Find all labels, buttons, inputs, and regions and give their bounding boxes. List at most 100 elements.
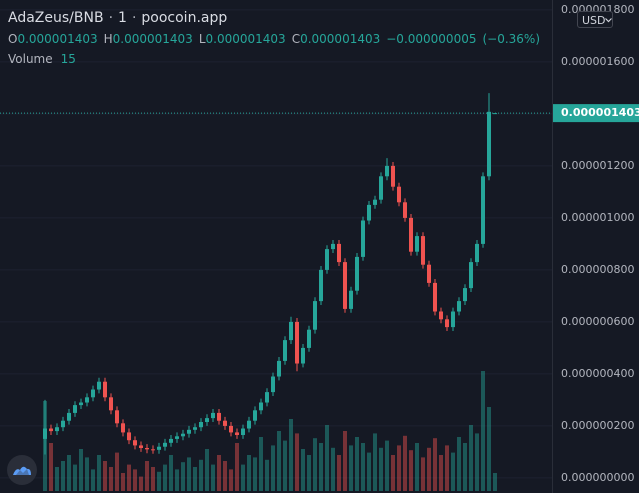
candle-body — [163, 442, 167, 447]
candle-body — [259, 402, 263, 411]
candle-body — [475, 243, 479, 263]
y-tick-label: 0.000000800 — [561, 263, 634, 276]
volume-bar — [427, 447, 431, 491]
candle-body — [391, 165, 395, 187]
candle-body — [127, 432, 131, 441]
volume-bar — [445, 445, 449, 491]
change-pct: (−0.36%) — [482, 32, 541, 46]
volume-bar — [385, 440, 389, 491]
candle-body — [277, 360, 281, 377]
candle-body — [193, 427, 197, 430]
candle-body — [337, 243, 341, 263]
last-price-label: 0.000001403 — [561, 106, 639, 119]
currency: USD — [582, 14, 606, 27]
volume-bar — [229, 469, 233, 491]
volume-row: Volume 15 — [8, 52, 546, 66]
candle-body — [247, 420, 251, 429]
source: poocoin.app — [141, 10, 228, 26]
y-tick-label: 0.000000600 — [561, 315, 634, 328]
volume-bar — [367, 452, 371, 491]
volume-bar — [415, 443, 419, 491]
volume-bar — [313, 438, 317, 491]
candle-body — [385, 165, 389, 177]
chevron — [605, 18, 612, 23]
volume-bar — [115, 452, 119, 491]
candle-body — [79, 402, 83, 406]
volume-bar — [469, 425, 473, 491]
candle-body — [121, 423, 125, 433]
y-tick-label: 0.000000200 — [561, 419, 634, 432]
volume-bar — [403, 435, 407, 491]
candle-body — [199, 422, 203, 428]
y-tick-label: 0.000001600 — [561, 55, 634, 68]
volume-bar — [181, 462, 185, 491]
currency-button[interactable]: USD — [577, 11, 613, 28]
volume-bar — [319, 443, 323, 491]
candle-body — [133, 440, 137, 446]
legend: AdaZeus/BNB · 1 · poocoin.app O0.000001403 H0… — [8, 10, 546, 72]
volume-bar — [421, 457, 425, 491]
candle-body — [445, 319, 449, 328]
candle-body — [103, 381, 107, 398]
candle-body — [115, 410, 119, 424]
volume-bar — [169, 455, 173, 491]
candle-body — [211, 412, 215, 419]
candle-body — [241, 428, 245, 436]
volume-bar — [193, 467, 197, 491]
candle-body — [319, 269, 323, 302]
candle-body — [289, 321, 293, 341]
y-tick-label: 0.000001000 — [561, 211, 634, 224]
volume-bar — [397, 445, 401, 491]
candle-body — [223, 420, 227, 426]
volume-bar — [481, 371, 485, 491]
ohlc-row: O0.000001403 H0.000001403 L0.000001403 C0.0… — [8, 32, 546, 46]
volume-bar — [463, 443, 467, 491]
volume-bar — [337, 455, 341, 491]
candle-body — [229, 425, 233, 433]
candle-body — [325, 249, 329, 270]
candle-body — [253, 410, 257, 421]
logo[interactable] — [7, 455, 37, 485]
candle-body — [73, 405, 77, 413]
ohlc-key: L — [198, 32, 206, 46]
volume-bar — [139, 476, 143, 491]
volume-bar — [67, 455, 71, 491]
volume-bar — [343, 431, 347, 491]
candle-body — [145, 448, 149, 450]
volume-bar — [211, 464, 215, 491]
volume-bar — [259, 437, 263, 491]
candle-body — [55, 427, 59, 432]
volume-bar — [223, 461, 227, 491]
volume-bar — [121, 473, 125, 491]
candle-body — [169, 438, 173, 443]
candle-body — [67, 412, 71, 421]
volume-bar — [217, 455, 221, 491]
volume-bar — [283, 440, 287, 491]
volume-bar — [433, 438, 437, 491]
volume-bar — [439, 455, 443, 491]
volume-bar — [295, 433, 299, 491]
ohlc-key: H — [103, 32, 113, 46]
candle-body — [487, 111, 491, 177]
candle-body — [379, 176, 383, 200]
volume-bar — [247, 455, 251, 491]
candle-body — [349, 290, 353, 309]
candle-body — [151, 449, 155, 451]
symbol: AdaZeus/BNB — [8, 10, 104, 26]
volume-bar — [475, 433, 479, 491]
candle-body — [361, 220, 365, 257]
volume-bar — [235, 443, 239, 491]
volume-bar — [487, 407, 491, 491]
volume-bar — [265, 459, 269, 491]
logo-icon — [13, 466, 31, 475]
candle-body — [157, 446, 161, 450]
candle-body — [91, 389, 95, 398]
last-price-box — [553, 104, 639, 123]
y-tick-label: 0.000001200 — [561, 159, 634, 172]
candle-body — [367, 204, 371, 221]
volume-bar — [127, 464, 131, 491]
candle-body — [421, 236, 425, 265]
candle-body — [109, 397, 113, 411]
volume-bar — [241, 464, 245, 491]
